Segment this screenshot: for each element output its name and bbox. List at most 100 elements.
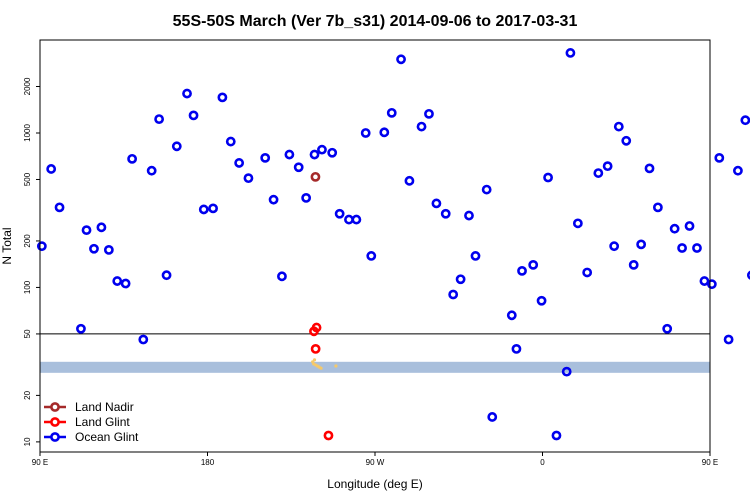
ocean-glint-point — [440, 208, 451, 219]
ocean-glint-point — [416, 121, 427, 132]
ocean-glint-point — [613, 121, 624, 132]
y-tick-label: 200 — [23, 234, 32, 248]
legend-marker-land-nadir — [50, 402, 60, 412]
ocean-glint-point — [146, 165, 157, 176]
ocean-glint-point — [602, 161, 613, 172]
ocean-glint-point — [46, 164, 57, 174]
ocean-glint-point — [120, 278, 131, 289]
ocean-glint-point — [89, 243, 99, 254]
ocean-glint-point — [36, 241, 47, 252]
legend-marker-ocean-glint — [50, 432, 60, 442]
ocean-glint-point — [536, 295, 547, 306]
ocean-glint-point — [225, 136, 236, 147]
y-axis-ticks: 10 20 50 100 200 500 1000 2000 — [23, 77, 40, 446]
ocean-glint-point — [740, 115, 750, 126]
y-tick-label: 10 — [23, 437, 32, 446]
ocean-glint-point — [746, 270, 750, 280]
ocean-glint-point — [293, 162, 304, 173]
ocean-glint-point — [551, 430, 562, 441]
ocean-glint-point — [182, 88, 192, 99]
ocean-glint-point — [723, 334, 734, 345]
data-points-layer — [36, 48, 750, 441]
ocean-glint-point — [366, 251, 377, 261]
ocean-glint-point — [309, 149, 320, 160]
ocean-glint-point — [636, 239, 647, 250]
ocean-glint-point — [593, 168, 604, 178]
ocean-glint-point — [464, 210, 474, 221]
ocean-glint-point — [96, 222, 107, 233]
ocean-glint-point — [628, 259, 639, 270]
ocean-glint-point — [54, 202, 65, 213]
x-tick-label: 90 W — [366, 458, 385, 467]
ocean-glint-point — [351, 214, 362, 225]
x-tick-label: 90 E — [702, 458, 718, 467]
ocean-glint-point — [572, 218, 583, 229]
ocean-glint-point — [188, 110, 199, 121]
x-tick-label: 90 E — [32, 458, 48, 467]
ocean-glint-point — [360, 128, 371, 138]
ocean-glint-point — [81, 225, 92, 236]
ocean-glint-point — [684, 221, 695, 231]
ocean-glint-point — [511, 343, 522, 354]
ocean-glint-point — [127, 153, 138, 164]
land-glint-speck — [319, 366, 323, 370]
land-glint-point — [310, 343, 321, 354]
ocean-glint-point — [317, 144, 327, 155]
ocean-glint-point — [268, 194, 279, 205]
ocean-glint-point — [154, 114, 165, 125]
ocean-glint-point — [506, 310, 517, 321]
ocean-glint-point — [455, 274, 466, 285]
land-nadir-point — [310, 171, 321, 182]
x-tick-label: 0 — [540, 458, 545, 467]
shaded-band — [40, 361, 710, 373]
land-glint-scatter-layer — [311, 358, 338, 370]
ocean-glint-point — [171, 141, 182, 152]
y-tick-label: 500 — [23, 172, 32, 186]
ocean-glint-point — [733, 165, 743, 176]
ocean-glint-point — [431, 198, 442, 209]
y-tick-label: 50 — [23, 329, 32, 338]
ocean-glint-point — [692, 243, 702, 253]
ocean-glint-point — [677, 243, 687, 253]
ocean-glint-point — [470, 251, 481, 261]
ocean-glint-point — [277, 271, 287, 282]
legend-marker-land-glint — [50, 417, 60, 427]
ocean-glint-point — [161, 270, 172, 281]
ocean-glint-point — [138, 334, 149, 345]
ocean-glint-point — [208, 203, 218, 214]
ocean-glint-point — [644, 163, 655, 174]
land-glint-speck — [312, 358, 317, 362]
ocean-glint-point — [621, 135, 632, 146]
band-layer — [40, 361, 710, 373]
ocean-glint-point — [669, 223, 680, 234]
x-axis-ticks: 90 E 180 90 W 0 90 E — [32, 452, 718, 467]
legend-label-land-glint: Land Glint — [75, 415, 130, 429]
ocean-glint-point — [714, 152, 725, 163]
ocean-glint-point — [543, 172, 553, 183]
ocean-glint-point — [379, 127, 390, 138]
ocean-glint-point — [699, 276, 710, 286]
ocean-glint-point — [662, 323, 673, 334]
ocean-glint-point — [234, 158, 245, 168]
ocean-glint-point — [260, 152, 271, 163]
ocean-glint-point — [481, 184, 492, 195]
x-tick-label: 180 — [201, 458, 215, 467]
ocean-glint-point — [112, 276, 123, 286]
ocean-glint-point — [284, 149, 295, 160]
ocean-glint-point — [76, 323, 86, 334]
chart-title: 55S-50S March (Ver 7b_s31) 2014-09-06 to… — [173, 13, 578, 30]
ocean-glint-point — [243, 173, 254, 184]
ocean-glint-point — [386, 107, 397, 118]
ocean-glint-point — [334, 208, 345, 219]
ocean-glint-point — [582, 267, 593, 278]
ocean-glint-point — [448, 289, 459, 300]
ocean-glint-point — [561, 366, 572, 377]
ocean-glint-point — [396, 54, 406, 65]
ocean-glint-point — [487, 412, 498, 422]
ocean-glint-point — [198, 204, 209, 215]
land-glint-point — [311, 322, 322, 333]
ocean-glint-point — [404, 175, 415, 186]
ocean-glint-point — [301, 192, 312, 203]
y-tick-label: 20 — [23, 390, 32, 399]
